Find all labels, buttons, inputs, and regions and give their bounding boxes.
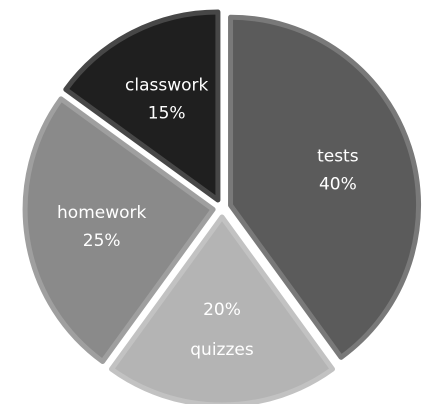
pie-slice bbox=[22, 96, 216, 365]
pie-slice bbox=[108, 214, 336, 404]
pie-slice bbox=[63, 9, 221, 203]
pie-slice bbox=[228, 14, 422, 360]
slice-value-label: 15% bbox=[148, 103, 186, 123]
slice-label: homework bbox=[57, 203, 146, 223]
slice-label: quizzes bbox=[190, 340, 254, 360]
slice-label: classwork bbox=[125, 75, 208, 95]
slice-label: tests bbox=[317, 146, 359, 166]
slice-value-label: 25% bbox=[83, 231, 121, 251]
slice-value-label: 40% bbox=[319, 174, 357, 194]
slice-value-label: 20% bbox=[203, 300, 241, 320]
